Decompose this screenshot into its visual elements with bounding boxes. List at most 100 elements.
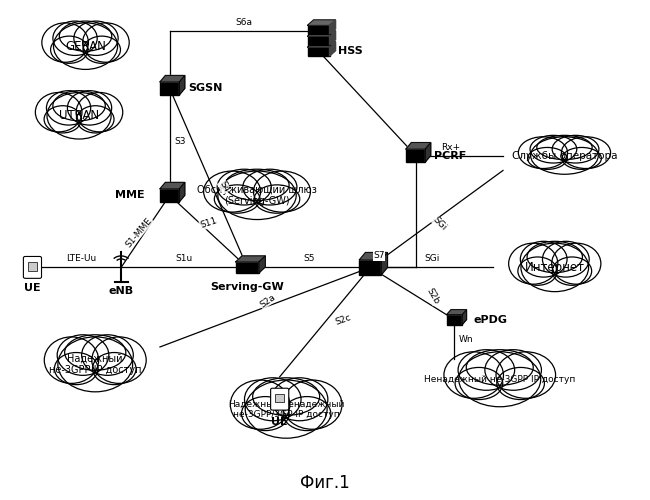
Ellipse shape <box>530 137 598 174</box>
Polygon shape <box>425 142 431 162</box>
Text: Serving-GW: Serving-GW <box>211 282 284 292</box>
Text: Надежный/ненадежный
не-3GPP/3GP IP доступ: Надежный/ненадежный не-3GPP/3GP IP досту… <box>228 400 344 419</box>
Ellipse shape <box>76 92 123 132</box>
Ellipse shape <box>444 352 504 399</box>
Ellipse shape <box>230 380 290 429</box>
FancyBboxPatch shape <box>307 47 330 56</box>
Ellipse shape <box>203 171 261 212</box>
Ellipse shape <box>47 92 111 139</box>
Ellipse shape <box>283 380 342 429</box>
Text: S2c: S2c <box>333 313 352 327</box>
Ellipse shape <box>92 352 136 384</box>
Ellipse shape <box>518 137 567 168</box>
Polygon shape <box>462 310 467 324</box>
Text: Надежный
не-3GPP IP доступ: Надежный не-3GPP IP доступ <box>49 354 142 375</box>
Ellipse shape <box>44 337 99 384</box>
FancyBboxPatch shape <box>359 260 382 275</box>
Ellipse shape <box>242 396 289 430</box>
Text: Ненадежный не-3GPP IP доступ: Ненадежный не-3GPP IP доступ <box>424 375 575 384</box>
Text: ePDG: ePDG <box>474 314 508 324</box>
Text: GERAN: GERAN <box>65 40 106 52</box>
Ellipse shape <box>459 352 541 406</box>
FancyBboxPatch shape <box>447 314 462 324</box>
Polygon shape <box>447 310 467 314</box>
Polygon shape <box>307 31 335 36</box>
Polygon shape <box>330 42 335 56</box>
Ellipse shape <box>68 90 112 125</box>
Polygon shape <box>330 31 335 45</box>
Text: Wn: Wn <box>459 335 473 344</box>
Ellipse shape <box>53 23 118 70</box>
Ellipse shape <box>254 171 311 212</box>
Text: Rx+: Rx+ <box>441 143 460 152</box>
Polygon shape <box>179 182 185 202</box>
Ellipse shape <box>283 396 331 430</box>
Text: SGi: SGi <box>424 254 439 263</box>
Polygon shape <box>307 20 335 26</box>
FancyBboxPatch shape <box>276 394 284 402</box>
Ellipse shape <box>83 23 129 62</box>
Ellipse shape <box>518 257 557 286</box>
FancyBboxPatch shape <box>270 388 289 410</box>
FancyBboxPatch shape <box>406 149 425 162</box>
Ellipse shape <box>528 148 567 170</box>
Ellipse shape <box>55 352 98 384</box>
Polygon shape <box>259 256 265 273</box>
Text: Службы оператора: Службы оператора <box>512 150 618 160</box>
Ellipse shape <box>245 380 327 438</box>
Ellipse shape <box>82 335 133 376</box>
FancyBboxPatch shape <box>28 262 37 270</box>
Ellipse shape <box>35 92 82 132</box>
Text: UE: UE <box>24 284 41 294</box>
Ellipse shape <box>466 350 533 385</box>
Ellipse shape <box>496 352 556 399</box>
Text: S2a: S2a <box>258 292 277 310</box>
Text: S1u: S1u <box>176 254 193 263</box>
FancyBboxPatch shape <box>236 262 259 273</box>
Ellipse shape <box>83 36 120 64</box>
Ellipse shape <box>59 21 112 51</box>
Polygon shape <box>160 76 185 82</box>
Text: MME: MME <box>116 190 145 200</box>
Ellipse shape <box>485 350 541 391</box>
FancyBboxPatch shape <box>307 36 330 45</box>
Ellipse shape <box>562 148 601 170</box>
Polygon shape <box>330 20 335 34</box>
Ellipse shape <box>552 243 601 284</box>
Polygon shape <box>382 252 387 275</box>
Text: PCRF: PCRF <box>434 150 466 160</box>
Ellipse shape <box>243 169 297 205</box>
Ellipse shape <box>521 243 589 292</box>
Text: Фиг.1: Фиг.1 <box>300 474 350 492</box>
Ellipse shape <box>254 185 300 213</box>
Ellipse shape <box>455 368 502 400</box>
Text: S3: S3 <box>174 138 186 146</box>
Polygon shape <box>307 42 335 47</box>
Ellipse shape <box>51 36 88 64</box>
Ellipse shape <box>552 136 599 163</box>
Text: SGi: SGi <box>431 215 448 232</box>
FancyBboxPatch shape <box>307 26 330 34</box>
Text: Интернет: Интернет <box>525 261 585 274</box>
Text: S2b: S2b <box>424 286 441 306</box>
Ellipse shape <box>225 169 289 200</box>
Ellipse shape <box>77 106 114 133</box>
Ellipse shape <box>53 21 98 56</box>
Ellipse shape <box>57 335 109 376</box>
Text: eNB: eNB <box>109 286 134 296</box>
Text: HSS: HSS <box>338 46 363 56</box>
FancyBboxPatch shape <box>23 256 42 278</box>
Ellipse shape <box>530 136 577 163</box>
Polygon shape <box>236 256 265 262</box>
FancyBboxPatch shape <box>160 82 179 95</box>
Text: S1-MME: S1-MME <box>124 216 153 249</box>
Ellipse shape <box>497 368 545 400</box>
Ellipse shape <box>218 171 296 220</box>
Ellipse shape <box>58 337 133 392</box>
Ellipse shape <box>537 136 592 160</box>
Ellipse shape <box>244 378 301 420</box>
Ellipse shape <box>562 137 610 168</box>
Ellipse shape <box>543 242 589 277</box>
Ellipse shape <box>74 21 118 56</box>
Ellipse shape <box>214 185 260 213</box>
